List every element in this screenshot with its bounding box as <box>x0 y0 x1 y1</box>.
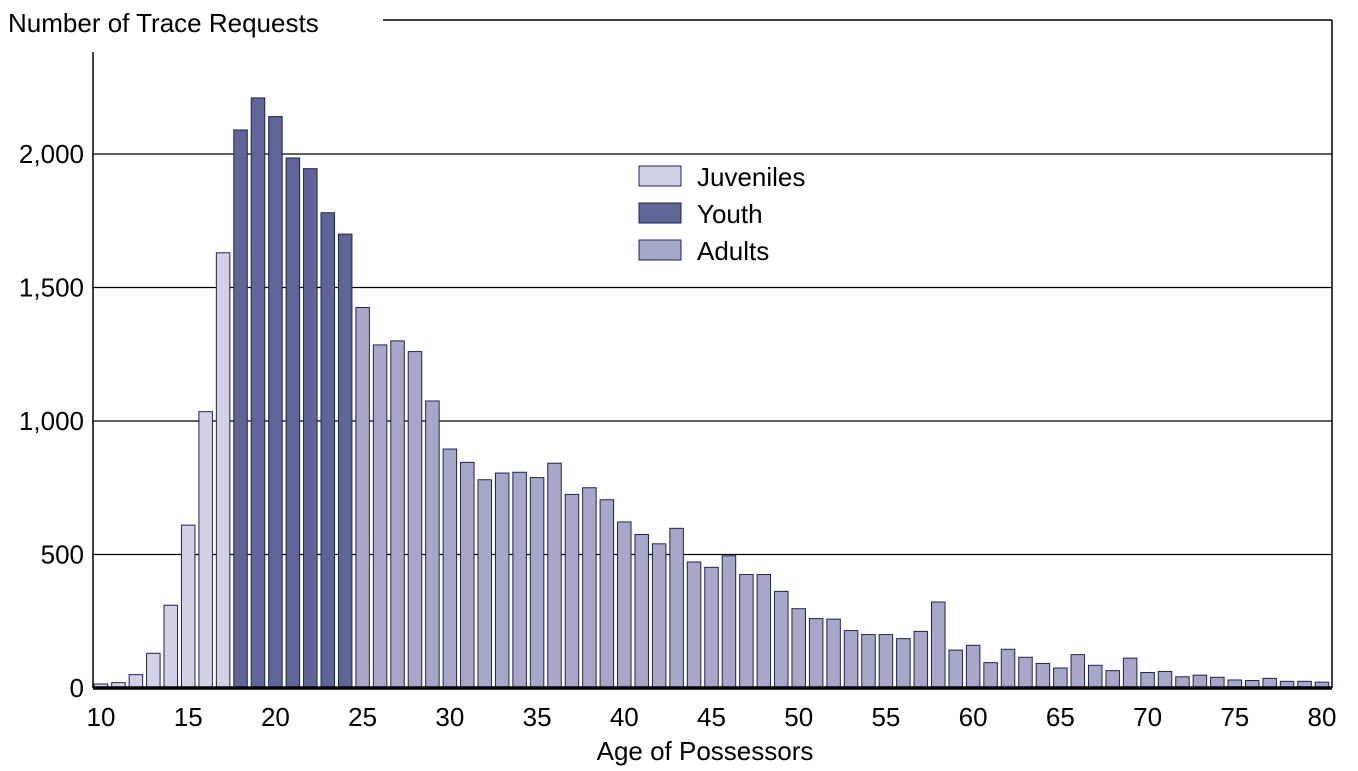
x-tick-label: 80 <box>1308 702 1337 732</box>
bar-age-14 <box>163 604 179 689</box>
bar-age-57 <box>913 630 929 689</box>
bar-age-68 <box>1105 670 1120 689</box>
bar-age-70 <box>1140 672 1155 689</box>
bar-age-12 <box>128 674 144 689</box>
bar-age-51 <box>808 618 824 689</box>
x-tick-label: 75 <box>1220 702 1249 732</box>
bar-age-29 <box>425 400 440 689</box>
x-tick-label: 35 <box>523 702 552 732</box>
bar-age-69 <box>1122 657 1138 689</box>
bar-age-71 <box>1157 670 1173 689</box>
bar-age-60 <box>965 644 981 689</box>
bar-age-31 <box>460 461 475 689</box>
bar-age-65 <box>1053 667 1068 689</box>
bar-age-58 <box>931 601 946 689</box>
y-tick-label: 1,500 <box>19 273 84 303</box>
y-tick-label: 2,000 <box>19 139 84 169</box>
bar-age-61 <box>983 662 998 689</box>
bar-age-48 <box>756 574 772 689</box>
bar-age-20 <box>268 116 283 689</box>
x-tick-label: 60 <box>959 702 988 732</box>
bar-age-32 <box>477 479 492 689</box>
x-tick-label: 20 <box>261 702 290 732</box>
bar-age-34 <box>512 471 527 689</box>
bar-age-16 <box>198 411 213 689</box>
bar-age-19 <box>250 97 266 689</box>
bar-age-56 <box>896 638 911 689</box>
bar-age-63 <box>1018 656 1033 689</box>
bar-age-46 <box>721 555 737 689</box>
bar-age-38 <box>582 487 597 689</box>
y-tick-label: 0 <box>70 673 84 703</box>
bar-age-50 <box>791 608 806 689</box>
bar-age-54 <box>861 634 876 689</box>
x-tick-label: 30 <box>435 702 464 732</box>
bar-age-53 <box>843 630 859 689</box>
x-tick-label: 40 <box>610 702 639 732</box>
bar-age-55 <box>878 634 894 689</box>
legend-swatch-adults <box>638 239 682 261</box>
bar-age-49 <box>774 590 789 689</box>
bar-age-18 <box>233 129 248 689</box>
bar-age-13 <box>146 652 161 689</box>
bar-age-43 <box>669 527 684 689</box>
bar-age-45 <box>704 566 719 689</box>
x-tick-label: 25 <box>348 702 377 732</box>
legend: Juveniles Youth Adults <box>638 162 805 266</box>
x-tick-label: 15 <box>174 702 203 732</box>
bar-age-47 <box>739 574 754 689</box>
axes <box>92 19 1333 690</box>
bar-age-17 <box>215 252 231 689</box>
x-tick-label: 45 <box>697 702 726 732</box>
bar-age-35 <box>529 477 545 689</box>
bar-age-23 <box>320 212 336 689</box>
y-tick-label: 500 <box>41 540 84 570</box>
bar-age-41 <box>634 533 649 689</box>
bar-age-22 <box>303 168 318 689</box>
bar-age-64 <box>1035 662 1051 689</box>
x-tick-label: 10 <box>87 702 116 732</box>
x-tick-label: 50 <box>784 702 813 732</box>
tick-labels: 0 500 1,000 1,500 2,000 10 15 20 25 30 35 40 45 50 55 6… <box>19 139 1337 732</box>
bar-age-39 <box>599 499 615 689</box>
bar-age-62 <box>1000 648 1016 689</box>
bar-age-73 <box>1192 674 1208 689</box>
bar-age-21 <box>285 157 301 689</box>
bar-age-15 <box>180 524 196 689</box>
legend-swatch-youth <box>638 202 682 224</box>
bar-age-40 <box>617 521 632 689</box>
legend-swatch-juveniles <box>638 165 682 187</box>
bar-age-67 <box>1087 664 1103 689</box>
bar-age-25 <box>355 307 370 689</box>
bars <box>93 97 1330 689</box>
x-tick-label: 55 <box>871 702 900 732</box>
bar-age-59 <box>948 649 963 689</box>
legend-label-juveniles: Juveniles <box>697 162 805 192</box>
bar-age-26 <box>372 344 388 689</box>
bar-age-28 <box>407 351 423 689</box>
bar-age-44 <box>686 561 702 689</box>
x-tick-label: 70 <box>1133 702 1162 732</box>
x-axis-title: Age of Possessors <box>597 736 814 766</box>
bar-age-52 <box>826 618 841 689</box>
bar-age-33 <box>494 472 510 689</box>
bar-age-30 <box>442 448 458 689</box>
legend-label-youth: Youth <box>697 199 763 229</box>
bar-age-36 <box>547 462 562 689</box>
y-axis-title: Number of Trace Requests <box>8 8 319 38</box>
x-tick-label: 65 <box>1046 702 1075 732</box>
bar-age-37 <box>564 493 580 689</box>
bar-age-24 <box>337 233 353 689</box>
y-tick-label: 1,000 <box>19 406 84 436</box>
bar-age-66 <box>1070 654 1086 689</box>
bar-age-27 <box>390 340 405 689</box>
bar-age-42 <box>651 543 667 689</box>
legend-label-adults: Adults <box>697 236 769 266</box>
